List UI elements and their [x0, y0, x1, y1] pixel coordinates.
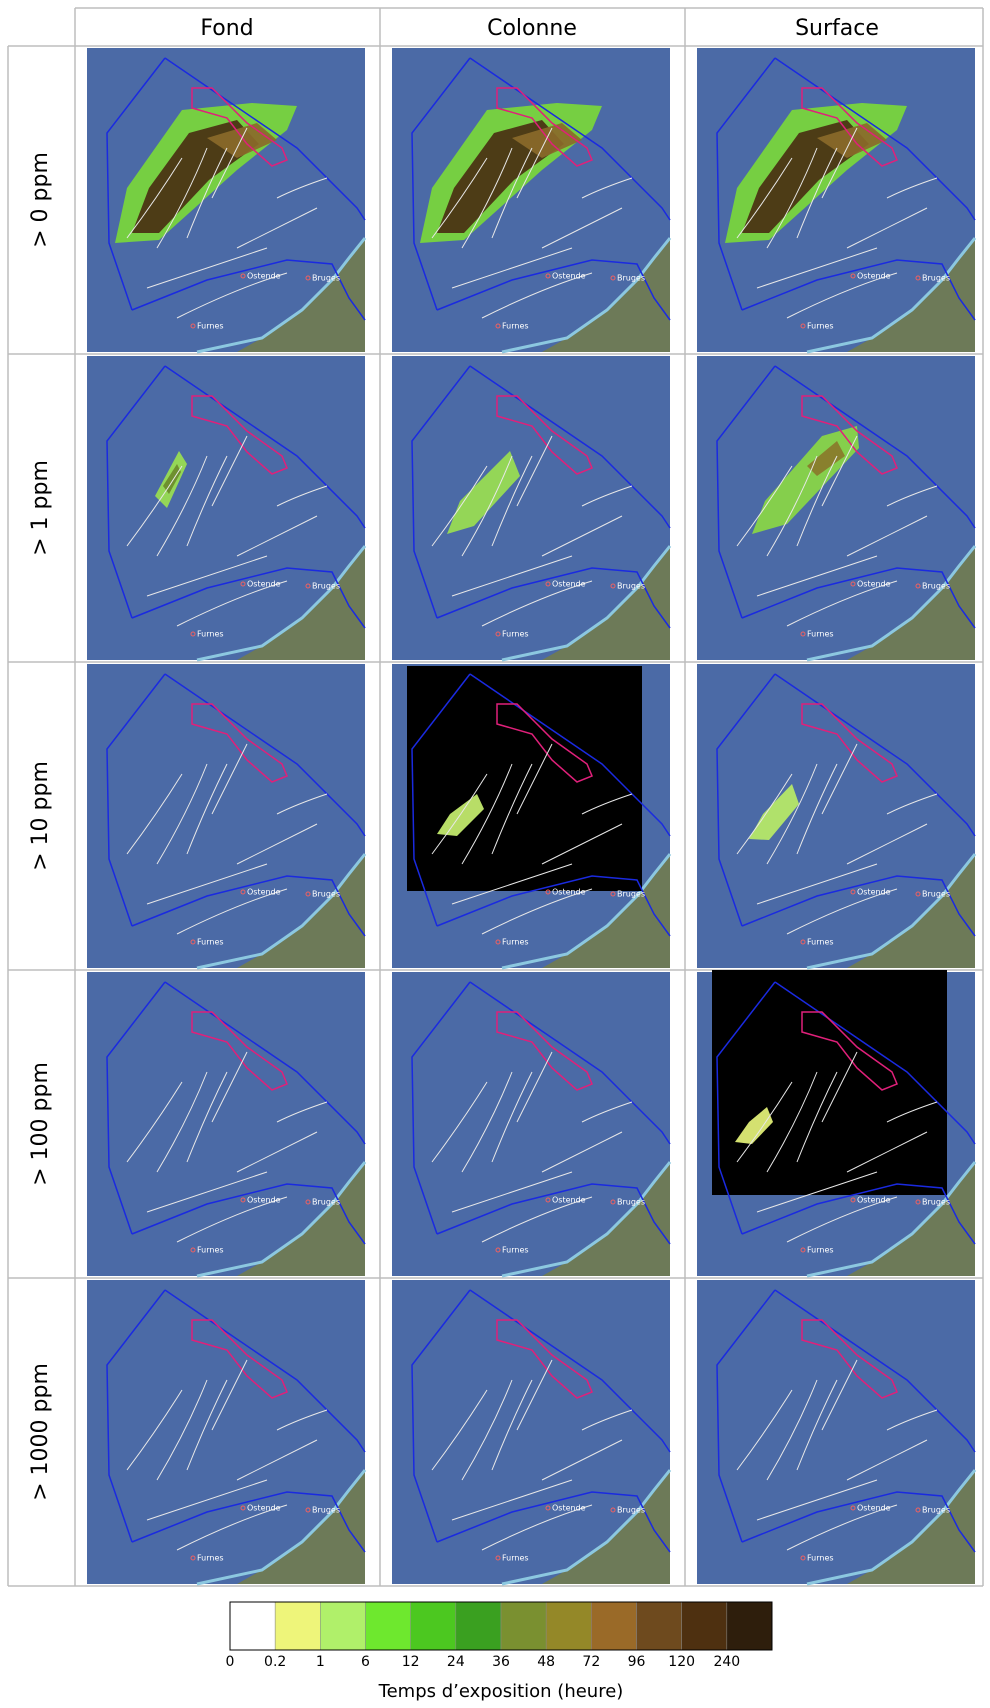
city-label: Ostende [247, 272, 281, 281]
legend-tick: 1 [316, 1654, 325, 1670]
map: Ostende Bruges Furnes [392, 356, 670, 660]
legend-tick: 6 [361, 1654, 370, 1670]
city-label: Ostende [552, 1196, 586, 1205]
legend-swatch [682, 1602, 727, 1650]
map: Ostende Bruges Furnes [87, 356, 365, 660]
city-label: Ostende [552, 888, 586, 897]
mask [712, 970, 947, 1195]
city-label: Furnes [807, 938, 834, 947]
legend-swatch [546, 1602, 591, 1650]
city-label: Ostende [857, 1196, 891, 1205]
legend-tick: 240 [713, 1654, 740, 1670]
map: Ostende Bruges Furnes [392, 664, 670, 968]
figure: Fond Colonne Surface > 0 ppm > 1 ppm > 10 ppm… [0, 0, 990, 1708]
map: Ostende Bruges Furnes [87, 972, 365, 1276]
city-label: Bruges [312, 890, 340, 899]
map: Ostende Bruges Furnes [697, 48, 975, 352]
city-label: Furnes [807, 630, 834, 639]
legend-tick: 36 [492, 1654, 510, 1670]
city-label: Ostende [552, 1504, 586, 1513]
city-label: Furnes [807, 322, 834, 331]
city-label: Ostende [247, 580, 281, 589]
city-label: Bruges [922, 274, 950, 283]
city-label: Furnes [502, 938, 529, 947]
city-label: Ostende [552, 272, 586, 281]
legend-swatch [320, 1602, 365, 1650]
legend-swatch [275, 1602, 320, 1650]
city-label: Furnes [197, 938, 224, 947]
city-label: Bruges [617, 890, 645, 899]
city-label: Bruges [312, 582, 340, 591]
column-header: Fond [200, 16, 253, 41]
city-label: Furnes [502, 1554, 529, 1563]
map: Ostende Bruges Furnes [87, 664, 365, 968]
city-label: Bruges [922, 890, 950, 899]
map: Ostende Bruges Furnes [87, 48, 365, 352]
row-header: > 1000 ppm [28, 1363, 53, 1501]
legend-tick: 0.2 [264, 1654, 286, 1670]
city-label: Furnes [197, 1246, 224, 1255]
city-label: Ostende [552, 580, 586, 589]
city-label: Bruges [617, 1198, 645, 1207]
legend-swatch [366, 1602, 411, 1650]
city-label: Furnes [502, 630, 529, 639]
legend-swatch [637, 1602, 682, 1650]
map: Ostende Bruges Furnes [87, 1280, 365, 1584]
legend-title: Temps d’exposition (heure) [378, 1681, 624, 1702]
legend-tick: 0 [226, 1654, 235, 1670]
city-label: Ostende [857, 580, 891, 589]
row-header: > 10 ppm [28, 761, 53, 871]
legend-tick: 96 [628, 1654, 646, 1670]
map: Ostende Bruges Furnes [697, 970, 975, 1276]
column-header: Colonne [487, 16, 577, 41]
city-label: Furnes [502, 1246, 529, 1255]
legend-tick: 48 [537, 1654, 555, 1670]
legend-swatch [411, 1602, 456, 1650]
city-label: Bruges [312, 1506, 340, 1515]
legend-swatch [591, 1602, 636, 1650]
legend-tick: 12 [402, 1654, 420, 1670]
city-label: Furnes [197, 630, 224, 639]
map: Ostende Bruges Furnes [697, 356, 975, 660]
legend-tick: 72 [582, 1654, 600, 1670]
map: Ostende Bruges Furnes [697, 664, 975, 968]
column-header: Surface [795, 16, 879, 41]
city-label: Furnes [197, 322, 224, 331]
map: Ostende Bruges Furnes [392, 972, 670, 1276]
city-label: Bruges [312, 1198, 340, 1207]
map: Ostende Bruges Furnes [392, 48, 670, 352]
legend-swatch [727, 1602, 772, 1650]
city-label: Furnes [197, 1554, 224, 1563]
city-label: Bruges [922, 1198, 950, 1207]
city-label: Bruges [312, 274, 340, 283]
row-header: > 0 ppm [28, 152, 53, 248]
city-label: Ostende [857, 272, 891, 281]
city-label: Ostende [857, 888, 891, 897]
legend-swatch [456, 1602, 501, 1650]
city-label: Furnes [502, 322, 529, 331]
map: Ostende Bruges Furnes [697, 1280, 975, 1584]
city-label: Furnes [807, 1246, 834, 1255]
row-header: > 1 ppm [28, 460, 53, 556]
city-label: Bruges [922, 1506, 950, 1515]
city-label: Ostende [857, 1504, 891, 1513]
city-label: Furnes [807, 1554, 834, 1563]
city-label: Bruges [617, 582, 645, 591]
legend-tick: 24 [447, 1654, 465, 1670]
city-label: Bruges [617, 1506, 645, 1515]
legend-swatch [501, 1602, 546, 1650]
row-header: > 100 ppm [28, 1062, 53, 1186]
city-label: Ostende [247, 888, 281, 897]
legend-swatch [230, 1602, 275, 1650]
city-label: Ostende [247, 1504, 281, 1513]
legend-tick: 120 [668, 1654, 695, 1670]
city-label: Bruges [922, 582, 950, 591]
city-label: Ostende [247, 1196, 281, 1205]
map: Ostende Bruges Furnes [392, 1280, 670, 1584]
city-label: Bruges [617, 274, 645, 283]
